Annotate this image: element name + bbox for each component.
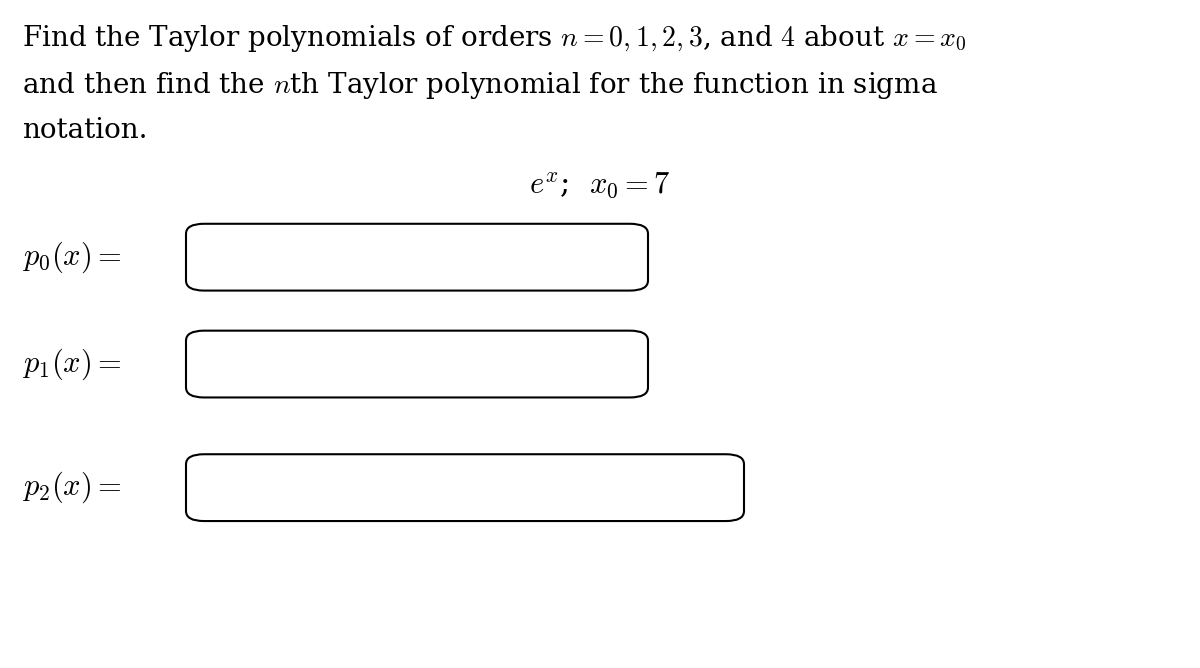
Text: $p_0(x) =$: $p_0(x) =$ (22, 239, 121, 275)
FancyBboxPatch shape (186, 331, 648, 397)
Text: and then find the $n$th Taylor polynomial for the function in sigma: and then find the $n$th Taylor polynomia… (22, 70, 937, 101)
Text: $e^x$;  $x_0 = 7$: $e^x$; $x_0 = 7$ (529, 170, 671, 201)
Text: $p_2(x) =$: $p_2(x) =$ (22, 470, 121, 506)
Text: $p_1(x) =$: $p_1(x) =$ (22, 346, 121, 382)
FancyBboxPatch shape (186, 224, 648, 291)
Text: notation.: notation. (22, 117, 148, 144)
Text: Find the Taylor polynomials of orders $n = 0, 1, 2, 3$, and $4$ about $x = x_0$: Find the Taylor polynomials of orders $n… (22, 23, 966, 54)
FancyBboxPatch shape (186, 454, 744, 521)
